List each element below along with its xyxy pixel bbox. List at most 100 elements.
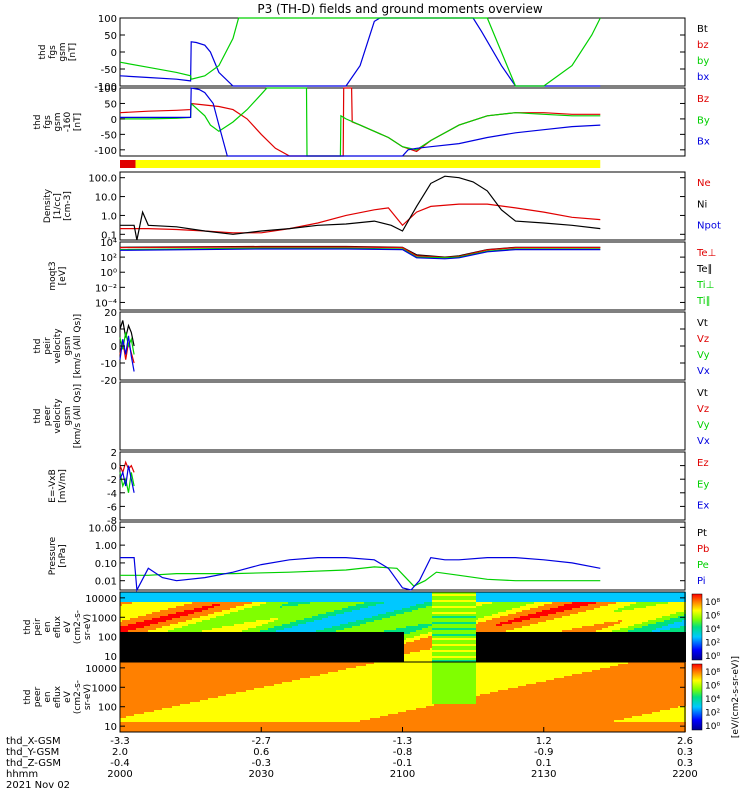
panel-5-frame: [119, 311, 686, 381]
panel-1-ylabel-line: -160: [63, 112, 73, 133]
x-row-value: 2.6: [677, 736, 693, 747]
panel-0-ytick-label: -50: [101, 65, 117, 76]
panel-0-ylabel-line: [nT]: [68, 43, 78, 61]
panel-9-colorbar-tick: 10⁶: [705, 612, 720, 622]
panel-5-ytick-label: 10: [104, 325, 117, 336]
panel-0-ylabel-line: fgs: [48, 45, 58, 59]
x-row-value: -0.3: [251, 758, 271, 769]
panel-1-ylabel-line: gsm: [53, 112, 63, 131]
x-row-label: thd_Y-GSM: [6, 747, 59, 758]
date-label: 2021 Nov 02: [6, 780, 70, 791]
panel-10-ylabel-line: sr-eV): [83, 684, 93, 710]
x-row-label: hhmm: [6, 769, 38, 780]
panel-9-ylabel-line: en: [43, 621, 53, 632]
panel-0-legend-bx: bx: [697, 72, 709, 83]
panel-8-frame: [119, 521, 686, 591]
panel-5-series-Vx: [119, 335, 135, 372]
panel-8-legend-Pe: Pe: [697, 560, 709, 571]
panel-10-ylabel-line: thd: [23, 690, 33, 705]
panel-3-legend-Ne: Ne: [697, 178, 711, 189]
panel-5-ylabel-line: peir: [43, 337, 53, 355]
panel-0-legend-bz: bz: [697, 40, 709, 51]
panel-7-ytick-label: -6: [107, 502, 117, 513]
panel-4-ytick-label: 10⁻⁴: [95, 298, 117, 309]
x-row-value: 0.1: [536, 758, 552, 769]
panel-8-ylabel-line: [nPa]: [58, 544, 68, 567]
panel-7-legend-Ex: Ex: [697, 501, 709, 512]
panel-1-legend-Bx: Bx: [697, 137, 710, 148]
panel-4-legend-Ti∥: Ti∥: [696, 296, 711, 307]
panel-10-colorbar-tick: 10⁰: [705, 722, 720, 732]
panel-1-frame: [119, 87, 686, 157]
panel-6-legend-Vy: Vy: [697, 420, 710, 431]
panel-8-ytick-label: 0.01: [95, 577, 117, 588]
status-bar-segment: [135, 160, 601, 168]
panel-5-legend-Vx: Vx: [697, 366, 710, 377]
panel-10-colorbar: [691, 663, 703, 731]
panel-1-ylabel-line: fgs: [43, 115, 53, 129]
panel-8-series-Pi: [120, 556, 601, 593]
panel-4-legend-Ti⊥: Ti⊥: [696, 280, 714, 291]
x-row-value: -2.7: [251, 736, 271, 747]
panel-5-ylabel-line: velocity: [53, 328, 63, 364]
panel-1-ylabel-line: [nT]: [73, 113, 83, 131]
panel-5-legend-Vz: Vz: [697, 334, 709, 345]
panel-4-ytick-label: 10⁻²: [95, 283, 117, 294]
panel-3-series-Ni: [120, 175, 601, 241]
panel-7-ytick-label: 2: [111, 448, 117, 459]
panel-0-ylabel-line: gsm: [58, 42, 68, 61]
panel-8-ytick-label: 10.00: [88, 523, 117, 534]
panel-5-ytick-label: 20: [104, 308, 117, 319]
panel-9-ylabel-line: eflux: [53, 615, 63, 638]
x-row-value: -0.9: [534, 747, 554, 758]
panel-10-colorbar-tick: 10²: [705, 709, 720, 719]
panel-8-ytick-label: 0.10: [95, 559, 117, 570]
panel-10-colorbar-tick: 10⁶: [705, 682, 720, 692]
panel-0-series-by: [119, 17, 601, 87]
panel-3-ytick-label: 1.0: [101, 211, 117, 222]
panel-6-ylabel-line: velocity: [53, 398, 63, 434]
panel-6-ylabel-line: [km/s (All Qs)]: [73, 384, 83, 448]
panel-3-ytick-label: 10.0: [95, 193, 117, 204]
panel-10-colorbar-tick: 10⁴: [705, 695, 720, 705]
panel-3-ylabel-line: [cm-3]: [63, 191, 73, 221]
panel-8-legend-Pb: Pb: [697, 544, 709, 555]
panel-10-ytick-label: 100: [98, 703, 117, 714]
panel-0-ylabel-line: thd: [38, 45, 48, 60]
panel-3-ytick-label: 100.0: [88, 174, 117, 185]
panel-4-series-Te⊥: [119, 246, 601, 259]
panel-8-ytick-label: 1.00: [95, 541, 117, 552]
panel-4-ytick-label: 10²: [100, 253, 117, 264]
panel-5-ytick-label: -10: [101, 359, 117, 370]
x-row-value: -0.8: [393, 747, 413, 758]
panel-1-ytick-label: -50: [101, 130, 117, 141]
panel-8-legend-Pi: Pi: [697, 576, 706, 587]
x-row-value: 0.3: [677, 747, 693, 758]
panel-3-ytick-label: 0.1: [101, 230, 117, 241]
x-row-value: 2200: [672, 769, 697, 780]
panel-4-legend-Te⊥: Te⊥: [696, 248, 716, 259]
x-row-value: -0.1: [393, 758, 413, 769]
panel-7-series-Ey: [119, 472, 135, 493]
panel-9-ytick-label: 100: [98, 633, 117, 644]
panel-9-ylabel-line: peir: [33, 618, 43, 636]
panel-7-ylabel-line: [mV/m]: [58, 469, 68, 503]
x-row-value: 2030: [249, 769, 274, 780]
panel-9-ylabel-line: sr-eV): [83, 614, 93, 640]
x-row-value: 0.3: [677, 758, 693, 769]
panel-3-legend-Npot: Npot: [697, 221, 721, 232]
panel-3-ylabel-line: [1/cc]: [53, 193, 63, 219]
panel-1-ytick-label: -100: [94, 146, 117, 157]
panel-5-series-Vy: [119, 332, 135, 355]
panel-7-ytick-label: -8: [107, 516, 117, 527]
panel-5-ylabel-line: thd: [33, 339, 43, 354]
panel-6-legend-Vx: Vx: [697, 436, 710, 447]
panel-10-ylabel-line: eflux: [53, 685, 63, 708]
panel-0-ytick-label: 100: [98, 14, 117, 25]
panel-9-ytick-label: 10: [104, 652, 117, 663]
panel-9-ylabel-line: (cm2-s-: [73, 610, 83, 644]
panel-9-colorbar-tick: 10⁸: [705, 598, 720, 608]
x-row-value: 2100: [390, 769, 415, 780]
panel-4-legend-Te∥: Te∥: [696, 264, 713, 275]
